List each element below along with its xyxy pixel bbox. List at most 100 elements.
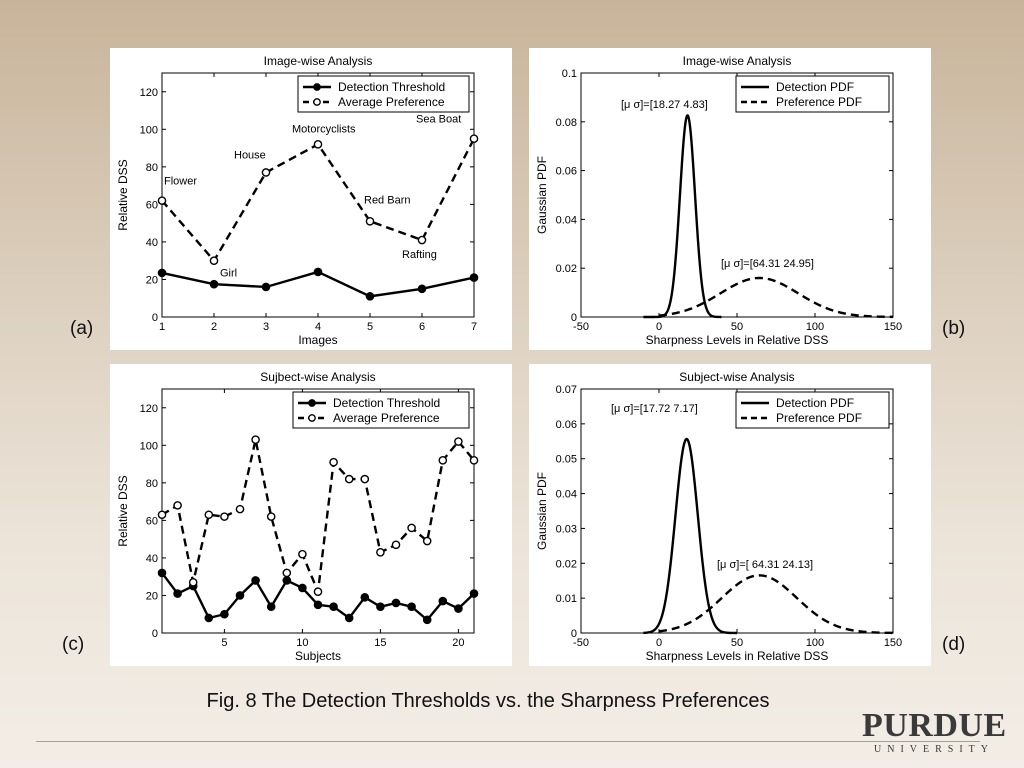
y-tick-label: 0.03 [556, 523, 577, 535]
y-tick-label: 0.02 [556, 263, 577, 275]
data-point-average-preference [298, 549, 307, 559]
data-point-detection-threshold [365, 292, 375, 301]
y-tick-label: 20 [146, 590, 158, 602]
detection-pdf-curve [643, 114, 722, 319]
data-point-detection-threshold [469, 589, 479, 598]
legend-entry: Average Preference [333, 411, 440, 425]
x-tick-label: 20 [452, 637, 464, 649]
data-point-average-preference [454, 437, 463, 446]
legend-entry: Preference PDF [776, 95, 862, 109]
y-tick-label: 0 [152, 312, 158, 324]
data-point-detection-threshold [391, 598, 401, 608]
data-point-average-preference [261, 168, 271, 177]
data-point-average-preference [251, 435, 260, 444]
x-tick-label: 15 [374, 637, 386, 649]
data-point-detection-threshold [209, 279, 219, 289]
data-point-detection-threshold [282, 576, 292, 585]
logo-wordmark: PURDUE [862, 707, 1007, 744]
detection-pdf-curve [643, 437, 737, 635]
panel-label-d: (d) [942, 634, 966, 655]
data-point-average-preference [157, 196, 167, 205]
x-axis-label-subjects: Subjects [295, 649, 341, 663]
x-tick-label: 50 [731, 321, 743, 333]
data-point-detection-threshold [157, 568, 167, 578]
y-tick-label: 0.04 [556, 489, 577, 501]
data-point-detection-threshold [173, 589, 182, 598]
data-point-average-preference [407, 523, 416, 533]
data-point-detection-threshold [298, 583, 307, 593]
y-tick-label: 80 [146, 162, 158, 174]
legend-entry: Detection PDF [776, 396, 854, 410]
x-tick-label: 100 [806, 637, 824, 649]
legend-marker [313, 83, 321, 91]
data-point-average-preference [417, 235, 427, 245]
x-axis-label-pdf: Sharpness Levels in Relative DSS [646, 649, 829, 663]
series-line-detection-threshold [161, 572, 475, 622]
legend-entry: Average Preference [338, 95, 445, 109]
y-tick-label: 120 [140, 403, 158, 415]
data-point-detection-threshold [329, 602, 338, 612]
data-point-average-preference [313, 140, 323, 149]
data-point-detection-threshold [360, 593, 370, 602]
point-annotation: Red Barn [364, 194, 410, 206]
legend-entry: Detection Threshold [333, 396, 440, 410]
chart-title: Image-wise Analysis [683, 54, 792, 68]
y-tick-label: 0.1 [562, 68, 577, 80]
chart-title: Image-wise Analysis [264, 54, 373, 68]
data-point-average-preference [344, 474, 354, 484]
panel-label-a: (a) [70, 318, 94, 339]
plot-area [157, 435, 479, 625]
data-point-detection-threshold [438, 596, 448, 606]
y-axis-label: Gaussian PDF [535, 472, 549, 550]
x-tick-label: 6 [419, 321, 425, 333]
x-tick-label: 150 [884, 321, 902, 333]
data-point-detection-threshold [220, 609, 229, 619]
data-point-average-preference [235, 504, 245, 514]
x-tick-label: 3 [263, 321, 269, 333]
data-point-detection-threshold [422, 615, 432, 625]
pdf-parameter-annotation: [μ σ]=[64.31 24.95] [721, 258, 814, 270]
data-point-detection-threshold [235, 591, 245, 600]
y-tick-label: 100 [140, 440, 158, 452]
y-tick-label: 0.02 [556, 558, 577, 570]
preference-pdf-curve [658, 276, 894, 319]
x-axis-label-images: Images [298, 333, 337, 347]
data-point-average-preference [266, 512, 276, 521]
data-point-average-preference [282, 568, 292, 578]
chart-subject-wise-dss: Sujbect-wise Analysis 5 10 15 20 0 20 40 60 80 100… [116, 370, 479, 663]
data-point-average-preference [220, 512, 229, 521]
x-tick-label: 10 [296, 637, 308, 649]
point-annotation: Rafting [402, 249, 437, 261]
preference-pdf-curve [658, 574, 894, 635]
chart-title: Sujbect-wise Analysis [260, 370, 375, 384]
x-tick-label: 150 [884, 637, 902, 649]
y-tick-label: 120 [140, 87, 158, 99]
y-tick-label: 20 [146, 274, 158, 286]
legend-entry: Detection Threshold [338, 80, 445, 94]
y-tick-label: 0.05 [556, 454, 577, 466]
plot-area [643, 114, 894, 319]
data-point-average-preference [469, 134, 479, 143]
pdf-parameter-annotation: [μ σ]=[18.27 4.83] [621, 99, 708, 111]
y-tick-label: 0.06 [556, 419, 577, 431]
data-point-detection-threshold [204, 613, 214, 623]
point-annotation: Sea Boat [416, 114, 461, 126]
y-tick-label: 60 [146, 515, 158, 527]
data-point-average-preference [204, 510, 214, 520]
data-point-average-preference [391, 540, 401, 550]
data-point-average-preference [188, 578, 198, 587]
x-tick-label: 4 [315, 321, 321, 333]
data-point-detection-threshold [469, 273, 479, 282]
data-point-average-preference [376, 547, 385, 557]
x-tick-label: 50 [731, 637, 743, 649]
y-axis-label: Relative DSS [116, 159, 130, 230]
x-axis-label-pdf: Sharpness Levels in Relative DSS [646, 333, 829, 347]
point-annotation: Girl [220, 268, 237, 280]
data-point-average-preference [469, 456, 479, 465]
y-tick-label: 0.08 [556, 117, 577, 129]
data-point-detection-threshold [266, 602, 276, 612]
x-tick-label: 100 [806, 321, 824, 333]
